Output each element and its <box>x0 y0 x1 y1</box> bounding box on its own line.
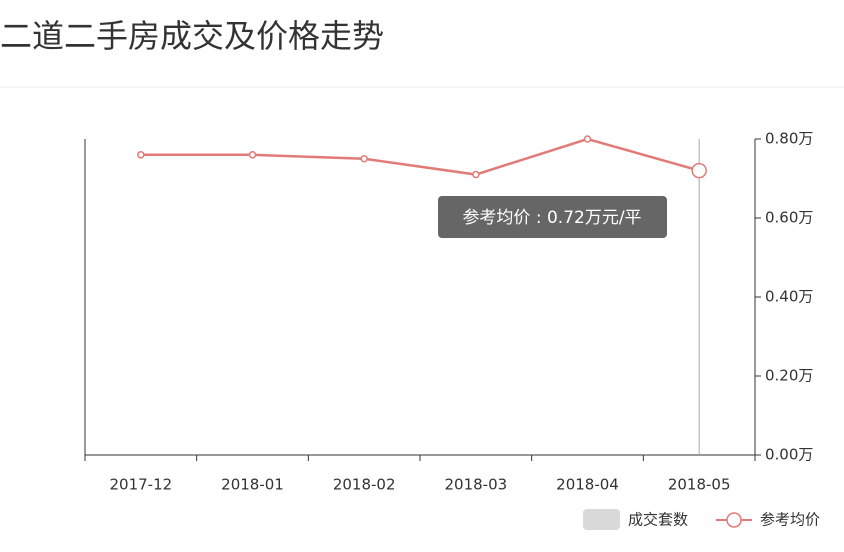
x-tick-label: 2018-02 <box>333 476 396 494</box>
chart-title: 二道二手房成交及价格走势 <box>0 17 384 55</box>
legend-label[interactable]: 成交套数 <box>628 511 688 529</box>
tooltip-box <box>438 196 667 238</box>
point[interactable] <box>472 170 480 179</box>
y-tick-label: 0.60万 <box>765 209 813 227</box>
y-tick-label: 0.00万 <box>765 446 813 464</box>
y-tick-label: 0.20万 <box>765 367 813 385</box>
x-tick-label: 2017-12 <box>109 476 172 494</box>
point[interactable] <box>137 151 145 159</box>
x-tick-label: 2018-04 <box>556 476 619 494</box>
tooltip-text: 参考均价 : 0.72万元/平 <box>462 208 641 228</box>
line <box>140 137 700 176</box>
legend-swatch[interactable] <box>583 509 620 530</box>
point[interactable] <box>583 135 592 143</box>
point[interactable] <box>691 162 707 179</box>
legend-marker[interactable] <box>726 512 742 528</box>
point[interactable] <box>248 151 257 159</box>
x-tick-label: 2018-03 <box>444 476 507 494</box>
y-tick-label: 0.80万 <box>765 130 813 148</box>
legend-label[interactable]: 参考均价 <box>760 511 820 529</box>
y-tick-label: 0.40万 <box>765 288 813 306</box>
point[interactable] <box>360 155 368 163</box>
x-tick-label: 2018-01 <box>221 476 284 494</box>
x-tick-label: 2018-05 <box>668 476 731 494</box>
